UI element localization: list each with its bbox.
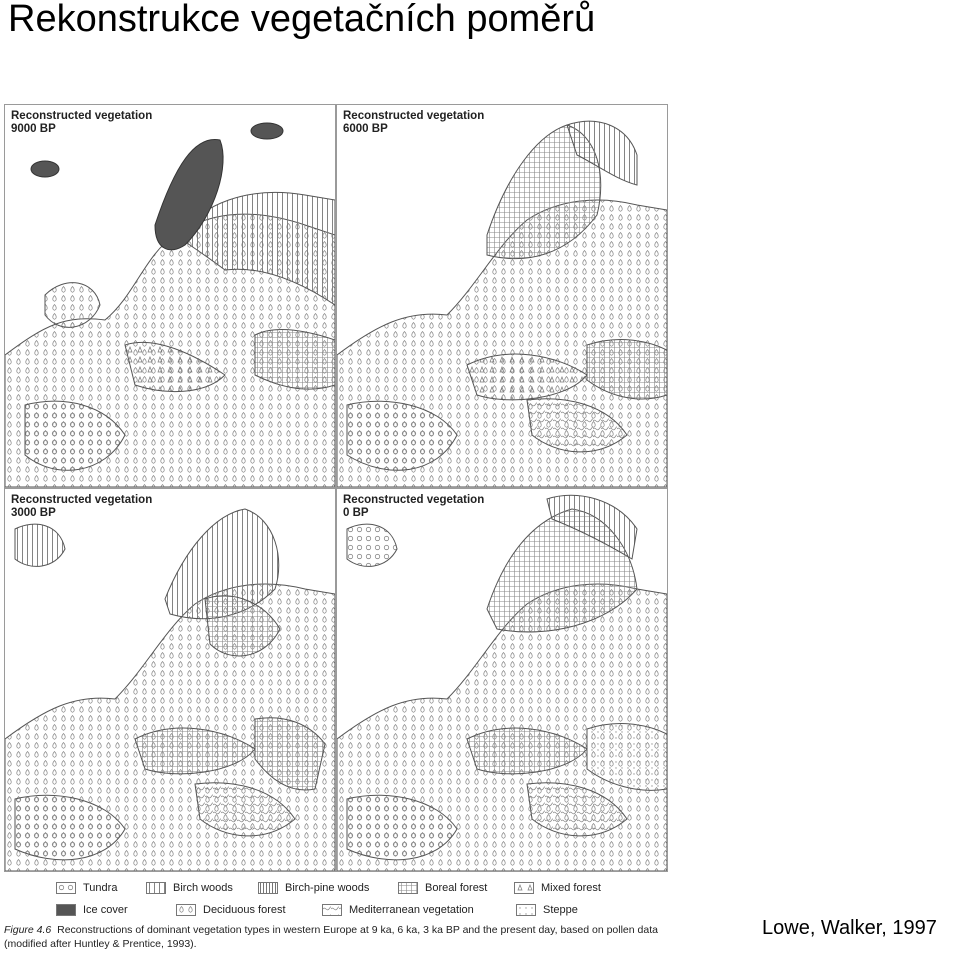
legend-label: Birch-pine woods [285, 882, 370, 894]
legend-item-birch-pine-woods: Birch-pine woods [258, 880, 369, 896]
legend-item-mediterranean-vegetation: Mediterranean vegetation [322, 902, 474, 918]
europe-map-3000bp [5, 508, 335, 871]
legend-item-mixed-forest: Mixed forest [514, 880, 601, 896]
panel-title: Reconstructed vegetation [343, 110, 485, 122]
boreal-icon [398, 882, 418, 894]
legend-label: Mediterranean vegetation [349, 904, 474, 916]
mixed-icon [514, 882, 534, 894]
figure-number: Figure 4.6 [4, 924, 52, 936]
figure-caption: Figure 4.6 Reconstructions of dominant v… [4, 924, 664, 951]
europe-map-9000bp [5, 122, 335, 487]
legend: Tundra Birch woods Birch-pine woods Bore… [56, 878, 656, 922]
legend-label: Ice cover [83, 904, 128, 916]
mediterranean-icon [322, 904, 342, 916]
panel-title: Reconstructed vegetation [11, 110, 153, 122]
legend-item-tundra: Tundra [56, 880, 117, 896]
legend-item-deciduous-forest: Deciduous forest [176, 902, 286, 918]
legend-label: Boreal forest [425, 882, 488, 894]
deciduous-icon [176, 904, 196, 916]
birch-icon [146, 882, 166, 894]
panel-title: Reconstructed vegetation [11, 494, 153, 506]
birchpine-icon [258, 882, 278, 894]
map-panel-6000bp: Reconstructed vegetation 6000 BP [336, 104, 668, 488]
panel-period: 3000 BP [11, 507, 56, 519]
legend-label: Tundra [83, 882, 118, 894]
europe-map-0bp [337, 494, 667, 871]
figure-caption-text: Reconstructions of dominant vegetation t… [4, 924, 658, 950]
slide-title: Rekonstrukce vegetačních poměrů [8, 0, 596, 40]
map-panel-0bp: Reconstructed vegetation 0 BP [336, 488, 668, 872]
map-panel-9000bp: Reconstructed vegetation 9000 BP [4, 104, 336, 488]
panel-title: Reconstructed vegetation [343, 494, 485, 506]
legend-label: Birch woods [173, 882, 233, 894]
legend-item-birch-woods: Birch woods [146, 880, 233, 896]
ice-icon [56, 904, 76, 916]
legend-item-boreal-forest: Boreal forest [398, 880, 487, 896]
tundra-icon [56, 882, 76, 894]
legend-label: Mixed forest [541, 882, 601, 894]
legend-item-ice-cover: Ice cover [56, 902, 128, 918]
legend-label: Steppe [543, 904, 578, 916]
panel-period: 6000 BP [343, 123, 388, 135]
steppe-icon [516, 904, 536, 916]
figure: Reconstructed vegetation 9000 BP Reconst… [0, 100, 668, 956]
legend-item-steppe: Steppe [516, 902, 578, 918]
europe-map-6000bp [337, 120, 667, 487]
panel-caption-0bp: Reconstructed vegetation 0 BP [341, 493, 487, 521]
panel-caption-9000bp: Reconstructed vegetation 9000 BP [9, 109, 155, 137]
panel-caption-6000bp: Reconstructed vegetation 6000 BP [341, 109, 487, 137]
map-panel-3000bp: Reconstructed vegetation 3000 BP [4, 488, 336, 872]
panel-period: 0 BP [343, 507, 369, 519]
legend-label: Deciduous forest [203, 904, 286, 916]
panel-period: 9000 BP [11, 123, 56, 135]
panel-caption-3000bp: Reconstructed vegetation 3000 BP [9, 493, 155, 521]
source-credit: Lowe, Walker, 1997 [762, 917, 937, 939]
